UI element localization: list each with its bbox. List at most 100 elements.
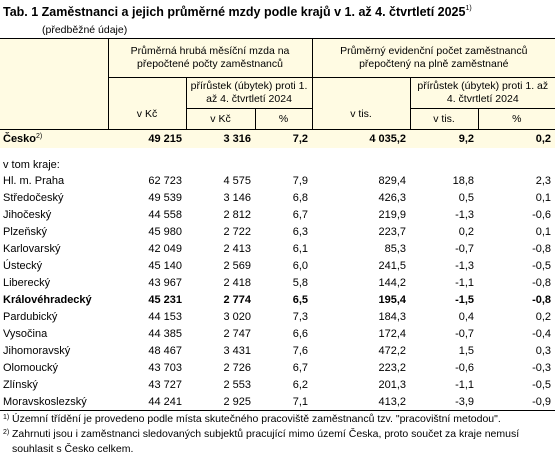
cell: 2 413 [223, 242, 251, 255]
cell: 2 418 [223, 276, 251, 289]
cell: -1,5 [455, 293, 475, 306]
row-label: Zlínský [3, 378, 38, 391]
cell: 201,3 [378, 378, 407, 391]
row-label: Česko2) [0, 129, 108, 148]
cell: 0,2 [458, 225, 475, 238]
cell: 85,3 [384, 242, 407, 255]
cell: 4 575 [223, 174, 251, 187]
cell: 241,5 [378, 259, 407, 272]
cell: 43 703 [148, 361, 182, 374]
cell: -0,5 [532, 259, 552, 272]
footnote: 2) Zahrnuti jsou i zaměstnanci sledovanýc… [3, 427, 551, 457]
cell: 144,2 [378, 276, 407, 289]
cell: 18,8 [452, 174, 475, 187]
cell: 6,0 [292, 259, 309, 272]
level-header: v Kč [107, 77, 186, 130]
cell: 223,2 [378, 361, 407, 374]
cell: -1,1 [455, 276, 475, 289]
cell: 5,8 [292, 276, 309, 289]
data-row: Středočeský 49 539 3 146 6,8 426,3 0,5 0,1 [0, 189, 555, 206]
cell: 2 569 [223, 259, 251, 272]
cell: 49 539 [148, 191, 182, 204]
data-row: Pardubický 44 153 3 020 7,3 184,3 0,4 0,2 [0, 308, 555, 325]
cell: 6,7 [292, 208, 309, 221]
cell: 45 231 [148, 293, 182, 306]
row-label: Královéhradecký [3, 293, 92, 306]
cell: 6,3 [292, 225, 309, 238]
cell: -0,6 [455, 361, 475, 374]
row-label: Středočeský [3, 191, 64, 204]
cell: 43 967 [148, 276, 182, 289]
table-header: Průměrná hrubá měsíční mzda na přepočten… [0, 38, 555, 130]
cell: 44 241 [108, 393, 186, 411]
cell: 48 467 [148, 344, 182, 357]
cell: 2 812 [223, 208, 251, 221]
title-note: 1) [465, 5, 472, 12]
unit-header: v tis. [409, 108, 479, 130]
cell: -0,4 [532, 327, 552, 340]
cell: 0,5 [458, 191, 475, 204]
header-row: Průměrná hrubá měsíční mzda na přepočten… [0, 38, 555, 130]
row-label: Pardubický [3, 310, 58, 323]
cell: 219,9 [378, 208, 407, 221]
cell: 7,3 [292, 310, 309, 323]
cell: 43 727 [148, 378, 182, 391]
data-row: Jihočeský 44 558 2 812 6,7 219,9 -1,3 -0,6 [0, 206, 555, 223]
section-label: v tom kraje: [3, 158, 60, 171]
subtitle: (předběžné údaje) [42, 24, 128, 36]
row-label: Moravskoslezský [0, 393, 108, 411]
spacer [0, 148, 555, 157]
cell: 3 316 [186, 129, 255, 148]
footnote-text: Územní třídění je provedeno podle místa … [12, 413, 501, 425]
cell: 1,5 [458, 344, 475, 357]
total-row: Česko2) 49 215 3 316 7,2 4 035,2 9,2 0,2 [0, 129, 555, 148]
data-row: Jihomoravský 48 467 3 431 7,6 472,2 1,5 0,3 [0, 342, 555, 359]
row-label: Jihočeský [3, 208, 52, 221]
row-label: Liberecký [3, 276, 51, 289]
cell: 426,3 [378, 191, 407, 204]
cell: 6,6 [292, 327, 309, 340]
data-row: Moravskoslezský 44 241 2 925 7,1 413,2 -3,9 -0… [0, 393, 555, 411]
cell: 2,3 [535, 174, 552, 187]
cell: 6,2 [292, 378, 309, 391]
cell: 2 726 [223, 361, 251, 374]
unit-header: v Kč [185, 108, 255, 130]
cell: -0,9 [478, 393, 555, 411]
cell: -1,3 [455, 208, 475, 221]
data-row: Liberecký 43 967 2 418 5,8 144,2 -1,1 -0,8 [0, 274, 555, 291]
row-label-note: 2) [36, 133, 43, 140]
data-row: Olomoucký 43 703 2 726 6,7 223,2 -0,6 -0,3 [0, 359, 555, 376]
cell: 0,4 [458, 310, 475, 323]
cell: 3 020 [223, 310, 251, 323]
title: Tab. 1 Zaměstnanci a jejich průměrné mzd… [3, 5, 472, 19]
row-label: Ústecký [3, 259, 43, 272]
data-row: Vysočina 44 385 2 747 6,6 172,4 -0,7 -0,4 [0, 325, 555, 342]
title-text: Tab. 1 Zaměstnanci a jejich průměrné mzd… [3, 5, 466, 19]
cell: 6,1 [292, 242, 309, 255]
cell: -0,8 [532, 276, 552, 289]
footnote-marker: 1) [3, 414, 10, 421]
cell: -0,8 [532, 293, 552, 306]
cell: 829,4 [378, 174, 407, 187]
cell: 2 774 [223, 293, 251, 306]
cell: 195,4 [378, 293, 407, 306]
change-header: přírůstek (úbytek) proti 1. až 4. čtvrtl… [185, 77, 313, 109]
cell: -0,8 [532, 242, 552, 255]
cell: 184,3 [378, 310, 407, 323]
cell: 42 049 [148, 242, 182, 255]
row-label: Plzeňský [3, 225, 48, 238]
row-label: Olomoucký [3, 361, 59, 374]
cell: 0,1 [535, 191, 552, 204]
unit-header: % [477, 108, 555, 130]
header-row: v Kč% v tis.% [0, 108, 555, 130]
unit-header: % [254, 108, 313, 130]
cell: 223,7 [378, 225, 407, 238]
cell: 413,2 [312, 393, 411, 411]
cell: 0,3 [535, 344, 552, 357]
data-row: Plzeňský 45 980 2 722 6,3 223,7 0,2 0,1 [0, 223, 555, 240]
cell: 44 153 [148, 310, 182, 323]
data-row: Královéhradecký 45 231 2 774 6,5 195,4 -1,5 -0… [0, 291, 555, 308]
cell: 6,5 [292, 293, 309, 306]
data-row: Karlovarský 42 049 2 413 6,1 85,3 -0,7 -0,8 [0, 240, 555, 257]
